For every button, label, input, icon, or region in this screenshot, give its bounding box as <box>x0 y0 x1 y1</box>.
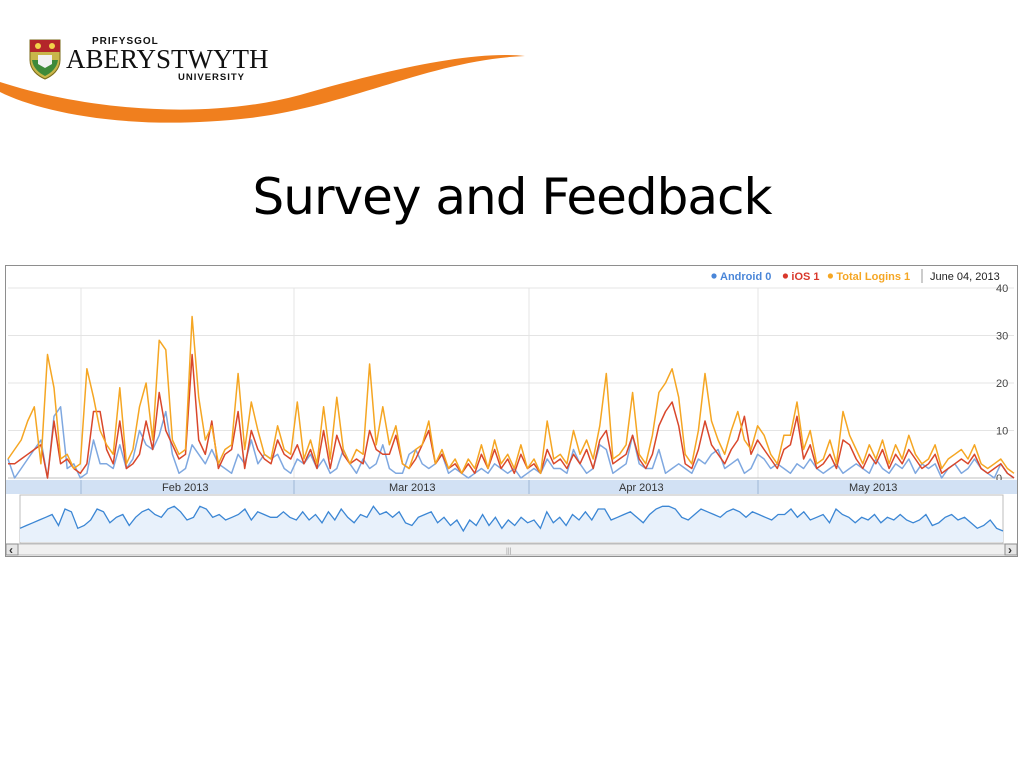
scroll-right-button[interactable] <box>1004 543 1017 556</box>
legend-date: June 04, 2013 <box>930 271 1000 283</box>
swoosh-banner <box>0 54 525 123</box>
x-axis-band <box>6 480 1017 494</box>
x-tick-label: Mar 2013 <box>389 482 435 494</box>
range-navigator[interactable] <box>19 494 1004 544</box>
x-tick-label: Feb 2013 <box>162 482 208 494</box>
scroll-left-button[interactable] <box>6 543 19 556</box>
legend-marker <box>782 273 789 279</box>
university-logo: PRIFYSGOL ABERYSTWYTH UNIVERSITY <box>28 36 278 86</box>
chevron-right-icon: › <box>1008 543 1012 556</box>
slide-title: Survey and Feedback <box>252 168 773 226</box>
legend-marker <box>711 273 717 279</box>
scroll-handle-grip-icon[interactable]: ||| <box>506 548 512 555</box>
chevron-left-icon: ‹ <box>9 543 13 556</box>
y-tick-label: 0 <box>996 473 1002 485</box>
shield-crest-icon <box>29 39 61 80</box>
logo-university-text: UNIVERSITY <box>178 72 246 83</box>
legend-item[interactable]: Total Logins 1 <box>836 271 910 283</box>
x-axis-labels: Feb 2013 Mar 2013 Apr 2013 May 2013 <box>80 480 897 494</box>
y-tick-label: 10 <box>996 426 1008 438</box>
x-tick-label: May 2013 <box>849 482 897 494</box>
chart-legend: Android 0 iOS 1 Total Logins 1 June 04, 201… <box>711 269 1000 283</box>
series-line-total-logins <box>7 315 1015 475</box>
series-line-ios <box>8 353 1015 479</box>
series-lines <box>7 315 1015 479</box>
scrollbar-track[interactable] <box>6 543 1017 556</box>
line-chart: Android 0 iOS 1 Total Logins 1 June 04, 201… <box>6 269 1017 556</box>
x-tick-label: Apr 2013 <box>619 482 664 494</box>
legend-item[interactable]: iOS 1 <box>791 271 819 283</box>
series-line-android <box>7 406 1015 479</box>
chart-container: Android 0 iOS 1 Total Logins 1 June 04, 201… <box>5 265 1018 557</box>
navigator-line <box>19 505 1004 533</box>
navigator-scrollbar[interactable]: ‹ › ||| <box>6 543 1017 556</box>
grid-lines <box>8 287 1014 479</box>
legend-item[interactable]: Android 0 <box>720 271 771 283</box>
y-tick-label: 30 <box>996 331 1008 343</box>
logo-aberystwyth-text: ABERYSTWYTH <box>66 44 269 74</box>
y-tick-label: 40 <box>996 283 1008 295</box>
y-tick-label: 20 <box>996 378 1008 390</box>
logo-prifysgol-text: PRIFYSGOL <box>92 36 159 47</box>
legend-marker <box>827 273 834 279</box>
y-axis-ticks: 0 10 20 30 40 <box>996 283 1008 485</box>
